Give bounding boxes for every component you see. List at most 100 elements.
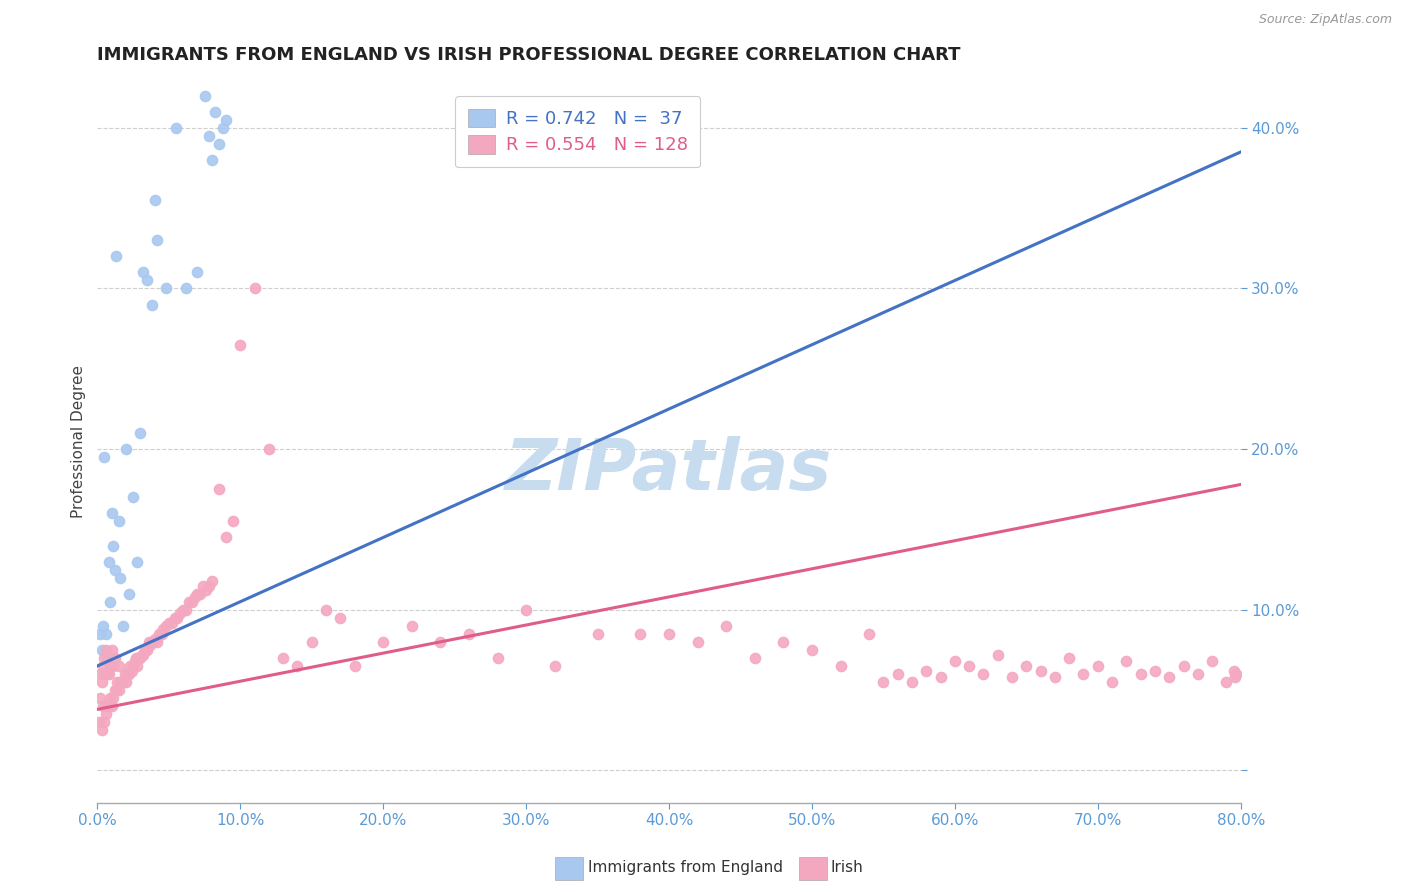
- Point: [714, 619, 737, 633]
- Point: [96, 651, 118, 665]
- Point: [118, 667, 141, 681]
- Point: [1001, 670, 1024, 684]
- Point: [1223, 670, 1246, 684]
- Point: [1201, 654, 1223, 668]
- Point: [429, 635, 451, 649]
- Point: [134, 643, 156, 657]
- Point: [830, 659, 852, 673]
- Point: [1029, 664, 1052, 678]
- Point: [222, 515, 245, 529]
- Point: [111, 675, 134, 690]
- Point: [91, 659, 114, 673]
- Point: [544, 659, 567, 673]
- Point: [98, 691, 121, 706]
- Point: [901, 675, 924, 690]
- Point: [886, 667, 908, 681]
- Point: [132, 265, 155, 279]
- Point: [186, 587, 208, 601]
- Point: [136, 643, 159, 657]
- Point: [772, 635, 794, 649]
- Point: [89, 627, 111, 641]
- Point: [929, 670, 952, 684]
- Point: [97, 667, 120, 681]
- Point: [172, 603, 194, 617]
- Point: [1143, 664, 1166, 678]
- Point: [1043, 670, 1066, 684]
- Point: [115, 442, 138, 457]
- Point: [872, 675, 894, 690]
- Point: [1215, 675, 1237, 690]
- Point: [139, 638, 162, 652]
- Point: [329, 611, 352, 625]
- Point: [1015, 659, 1038, 673]
- Point: [103, 651, 125, 665]
- Point: [458, 627, 481, 641]
- Point: [90, 643, 112, 657]
- Point: [93, 651, 115, 665]
- Point: [630, 627, 652, 641]
- Point: [155, 619, 177, 633]
- Point: [1173, 659, 1195, 673]
- Point: [131, 648, 153, 662]
- Point: [98, 659, 121, 673]
- Point: [198, 579, 221, 593]
- Point: [138, 635, 160, 649]
- Point: [174, 603, 197, 617]
- Point: [100, 507, 122, 521]
- Point: [201, 153, 224, 167]
- Point: [94, 627, 117, 641]
- Point: [150, 627, 173, 641]
- Point: [160, 615, 183, 630]
- Point: [96, 667, 118, 681]
- Point: [125, 651, 148, 665]
- Point: [89, 691, 111, 706]
- Point: [93, 450, 115, 465]
- Point: [120, 659, 142, 673]
- Point: [104, 249, 127, 263]
- Point: [97, 555, 120, 569]
- Point: [146, 635, 169, 649]
- Point: [212, 120, 235, 135]
- Point: [129, 425, 152, 440]
- Point: [121, 664, 143, 678]
- Point: [915, 664, 938, 678]
- Point: [122, 491, 145, 505]
- Point: [515, 603, 537, 617]
- Point: [118, 587, 141, 601]
- Point: [91, 699, 114, 714]
- Point: [115, 675, 138, 690]
- Point: [94, 643, 117, 657]
- Point: [103, 683, 125, 698]
- Point: [208, 136, 231, 151]
- Point: [129, 651, 152, 665]
- Point: [127, 555, 149, 569]
- Point: [744, 651, 766, 665]
- Point: [1101, 675, 1123, 690]
- Point: [401, 619, 423, 633]
- Point: [110, 571, 132, 585]
- Point: [100, 643, 122, 657]
- Point: [243, 281, 266, 295]
- Point: [89, 667, 111, 681]
- Point: [658, 627, 681, 641]
- Text: IMMIGRANTS FROM ENGLAND VS IRISH PROFESSIONAL DEGREE CORRELATION CHART: IMMIGRANTS FROM ENGLAND VS IRISH PROFESS…: [97, 46, 960, 64]
- Point: [105, 675, 128, 690]
- Point: [586, 627, 609, 641]
- Point: [943, 654, 966, 668]
- Point: [157, 615, 180, 630]
- Point: [128, 651, 150, 665]
- Point: [107, 515, 129, 529]
- Point: [96, 699, 118, 714]
- Point: [373, 635, 395, 649]
- Point: [215, 531, 238, 545]
- Point: [155, 281, 177, 295]
- Point: [287, 659, 309, 673]
- Point: [229, 337, 252, 351]
- Text: Immigrants from England: Immigrants from England: [588, 860, 783, 874]
- Point: [136, 273, 159, 287]
- Point: [169, 606, 191, 620]
- Point: [186, 265, 208, 279]
- Text: Source: ZipAtlas.com: Source: ZipAtlas.com: [1258, 13, 1392, 27]
- Point: [166, 611, 188, 625]
- Point: [101, 659, 124, 673]
